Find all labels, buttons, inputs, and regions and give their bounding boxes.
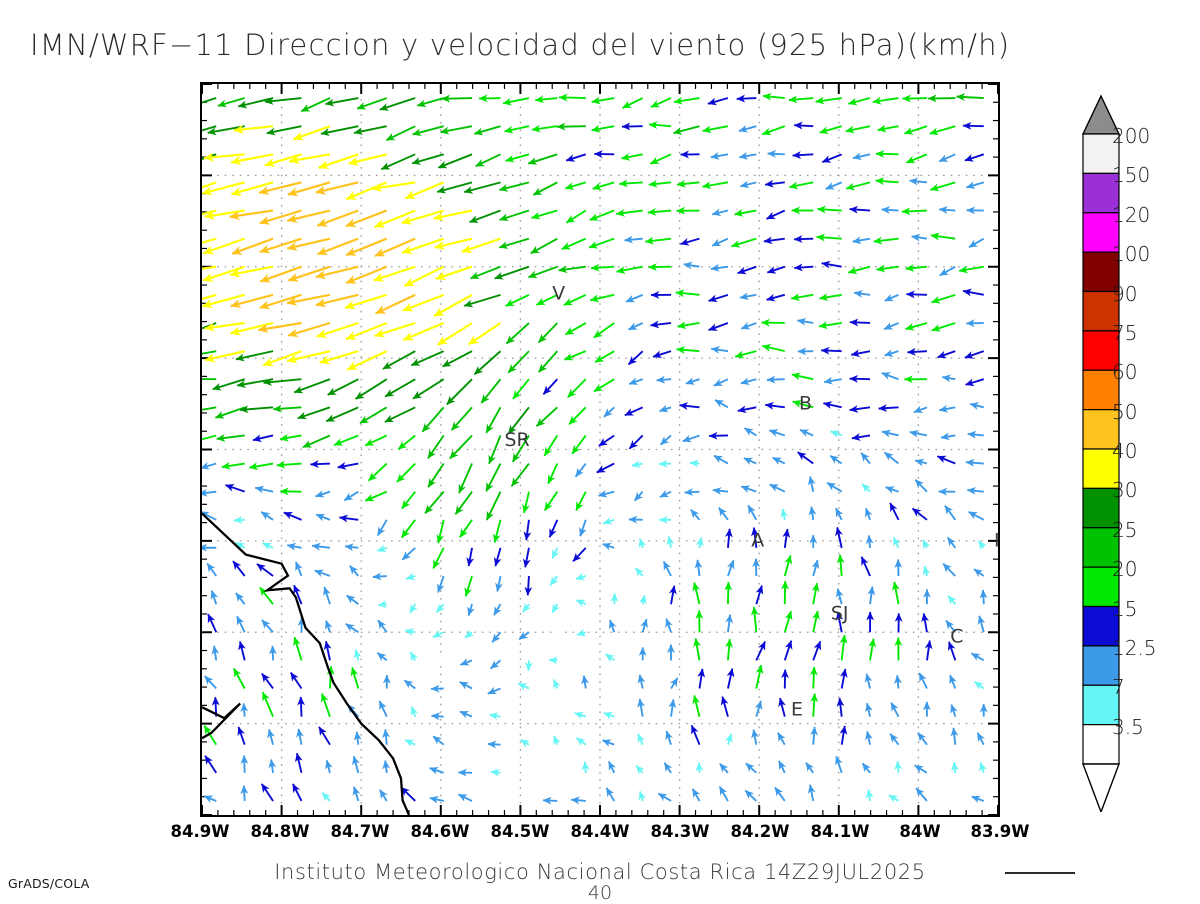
- colorbar-tick-label: 15: [1112, 597, 1137, 621]
- colorbar-tick-label: 100: [1112, 242, 1150, 266]
- colorbar-tick-label: 25: [1112, 518, 1137, 542]
- colorbar-tick-label: 12.5: [1112, 636, 1157, 660]
- station-label-v: V: [552, 283, 565, 305]
- x-axis-tick-label: 84.8W: [251, 822, 310, 841]
- station-label-b: B: [799, 392, 812, 414]
- colorbar-tick-label: 120: [1112, 203, 1150, 227]
- colorbar-under-arrow: [1083, 764, 1119, 812]
- x-axis-tick-label: 84.9W: [171, 822, 230, 841]
- station-label-sj: SJ: [831, 603, 849, 625]
- colorbar-tick-label: 75: [1112, 321, 1137, 345]
- colorbar-tick-label: 60: [1112, 360, 1137, 384]
- colorbar-tick-label: 7: [1112, 675, 1125, 699]
- x-axis-tick-label: 84.5W: [491, 822, 550, 841]
- station-labels: V SR B A I SJ C E: [202, 84, 998, 815]
- colorbar-tick-label: 200: [1112, 124, 1150, 148]
- y-axis-labels: 9.7N9.8N9.9N10N10.1N10.2N10.3N10.4N10.5N: [0, 0, 200, 900]
- colorbar-tick-label: 90: [1112, 282, 1137, 306]
- x-axis-tick-label: 84.6W: [411, 822, 470, 841]
- reference-vector: 40: [0, 882, 1200, 904]
- x-axis-tick-label: 84.2W: [731, 822, 790, 841]
- x-axis-tick-label: 84.3W: [651, 822, 710, 841]
- wind-map-plot: V SR B A I SJ C E: [200, 82, 1000, 817]
- reference-vector-label: 40: [588, 882, 612, 904]
- colorbar-tick-label: 30: [1112, 478, 1137, 502]
- x-axis-tick-label: 84.1W: [811, 822, 870, 841]
- colorbar-tick-label: 3.5: [1112, 715, 1144, 739]
- colorbar-tick-label: 150: [1112, 163, 1150, 187]
- station-label-c: C: [950, 625, 963, 647]
- colorbar-tick-label: 20: [1112, 557, 1137, 581]
- station-label-sr: SR: [504, 429, 529, 451]
- colorbar-tick-label: 40: [1112, 439, 1137, 463]
- x-axis-tick-label: 83.9W: [971, 822, 1030, 841]
- station-label-a: A: [751, 529, 764, 551]
- reference-vector-line: [1005, 872, 1075, 874]
- x-axis-tick-label: 84.4W: [571, 822, 630, 841]
- colorbar-tick-label: 50: [1112, 400, 1137, 424]
- page-title: IMN/WRF−11 Direccion y velocidad del vie…: [30, 28, 1180, 62]
- x-axis-tick-label: 84.7W: [331, 822, 390, 841]
- colorbar: [1075, 92, 1200, 812]
- x-axis-tick-label: 84W: [899, 822, 940, 841]
- station-label-i: I: [994, 529, 998, 551]
- station-label-e: E: [791, 698, 803, 720]
